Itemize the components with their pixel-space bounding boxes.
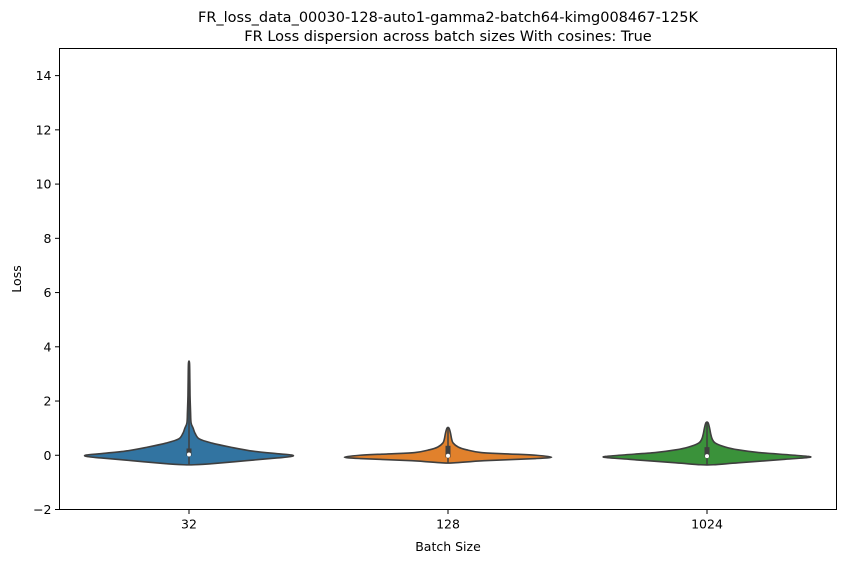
x-tick-label: 1024 [691,517,723,532]
y-tick-label: −2 [33,502,51,517]
y-tick-label: 2 [44,394,52,409]
y-axis: −2 0 2 4 6 8 10 12 14 [33,68,60,517]
x-tick-label: 128 [436,517,460,532]
violin-group [83,360,812,466]
x-axis-label: Batch Size [415,539,481,554]
violin-iqr-box [704,447,710,458]
y-tick-label: 4 [44,339,52,354]
violin-iqr-box [445,445,451,458]
plot-frame [59,48,837,510]
y-tick-label: 0 [44,448,52,463]
x-axis: 32 128 1024 [181,509,723,532]
y-tick-label: 10 [36,177,52,192]
y-tick-label: 8 [44,231,52,246]
chart-subtitle: FR Loss dispersion across batch sizes Wi… [244,29,651,45]
violin-median [705,454,709,459]
x-tick-label: 32 [181,517,197,532]
violin-median [187,452,191,457]
violin-iqr-box [186,448,192,456]
violin-median [446,453,450,458]
y-tick-label: 6 [44,285,52,300]
y-tick-label: 14 [36,68,52,83]
y-axis-label: Loss [9,265,24,292]
y-tick-label: 12 [36,122,52,137]
chart-title: FR_loss_data_00030-128-auto1-gamma2-batc… [198,10,699,26]
